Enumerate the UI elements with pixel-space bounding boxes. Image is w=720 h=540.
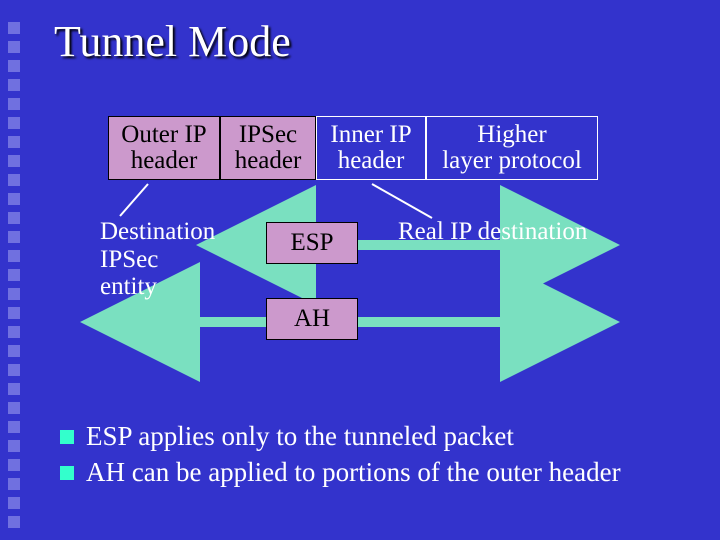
page-title: Tunnel Mode <box>54 16 291 67</box>
ah-box: AH <box>266 298 358 340</box>
packet-cell: IPSecheader <box>220 116 316 180</box>
packet-cell: Higherlayer protocol <box>426 116 598 180</box>
packet-diagram: Outer IPheaderIPSecheaderInner IPheaderH… <box>108 116 598 180</box>
esp-box: ESP <box>266 222 358 264</box>
bullet-list: ESP applies only to the tunneled packetA… <box>60 420 621 492</box>
destination-label: Destination IPSec entity <box>100 218 215 301</box>
real-ip-label: Real IP destination <box>398 218 587 246</box>
packet-cell: Outer IPheader <box>108 116 220 180</box>
packet-cell: Inner IPheader <box>316 116 426 180</box>
decorative-dot-column <box>8 22 20 528</box>
